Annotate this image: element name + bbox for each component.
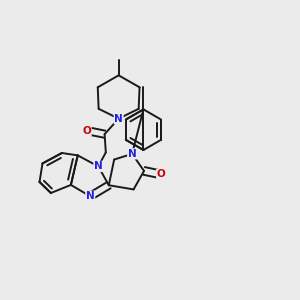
Text: O: O <box>82 126 91 136</box>
Text: N: N <box>114 114 123 124</box>
Text: O: O <box>157 169 165 179</box>
Text: N: N <box>94 161 103 171</box>
Text: N: N <box>128 149 136 159</box>
Text: N: N <box>86 191 95 201</box>
